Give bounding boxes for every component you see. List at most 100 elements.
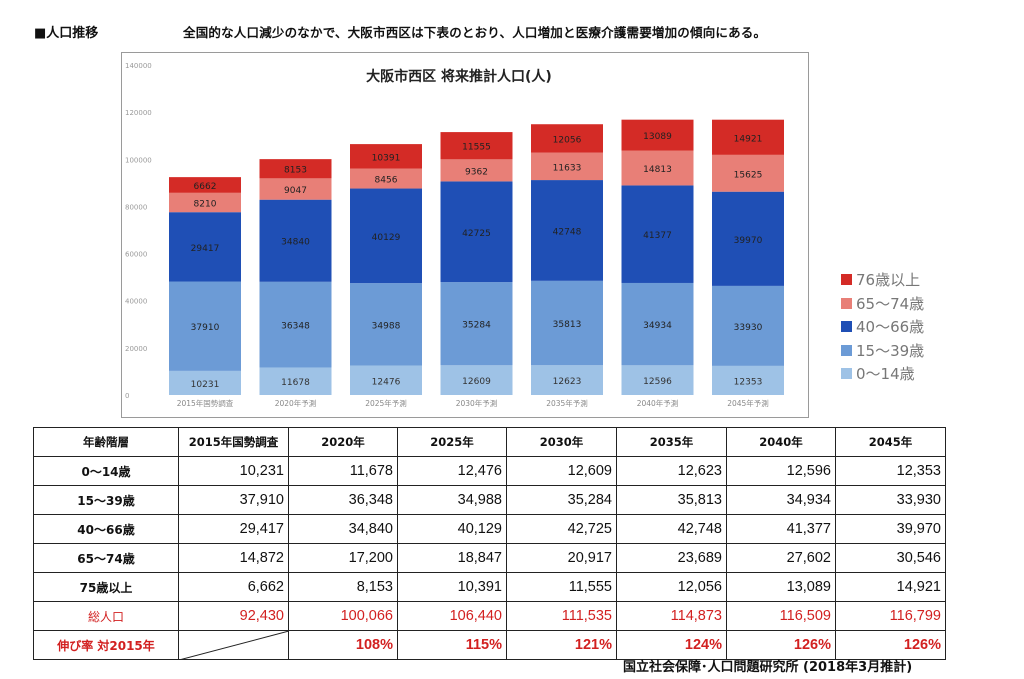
- population-table: 年齢階層 2015年国勢調査 2020年 2025年 2030年 2035年 2040年 20…: [33, 427, 946, 660]
- table-cell: 12,353: [835, 456, 946, 486]
- data-label: 12353: [734, 377, 763, 387]
- data-label: 12476: [372, 377, 401, 387]
- chart-frame: 大阪市西区 将来推計人口(人) 0 20000 40000 60000 80000 1000…: [121, 52, 809, 418]
- table-cell: 124%: [616, 630, 727, 660]
- table-cell: 108%: [288, 630, 398, 660]
- legend-swatch: [841, 297, 852, 309]
- table-cell: 11,678: [288, 456, 398, 486]
- table-cell: 42,748: [616, 514, 727, 544]
- legend-item: 15～39歳: [841, 339, 924, 363]
- data-label: 14813: [643, 165, 672, 175]
- table-cell: 12,623: [616, 456, 727, 486]
- table-cell: 34,988: [397, 485, 507, 515]
- data-label: 12056: [553, 135, 582, 145]
- table-cell: 126%: [726, 630, 836, 660]
- y-tick-label: 80000: [125, 203, 147, 211]
- row-label: 0～14歳: [33, 456, 179, 486]
- bar-segment: [259, 281, 332, 368]
- table-cell: 36,348: [288, 485, 398, 515]
- table-cell: 121%: [506, 630, 617, 660]
- table-cell: 116,509: [726, 601, 836, 631]
- table-cell: 27,602: [726, 543, 836, 573]
- table-cell: 39,970: [835, 514, 946, 544]
- y-tick-label: 20000: [125, 345, 147, 353]
- table-cell: 37,910: [178, 485, 289, 515]
- bar-segment: [531, 124, 603, 153]
- x-tick-label: 2025年予測: [365, 398, 407, 408]
- bar-segment: [621, 150, 694, 186]
- bar-segment: [169, 192, 241, 213]
- legend-label: 15～39歳: [856, 341, 925, 360]
- table-cell: 14,872: [178, 543, 289, 573]
- table-cell: 29,417: [178, 514, 289, 544]
- table-cell: 12,609: [506, 456, 617, 486]
- table-header-row: 年齢階層 2015年国勢調査 2020年 2025年 2030年 2035年 2040年 20…: [33, 427, 946, 457]
- bar-segment: [621, 282, 694, 366]
- bar-segment: [350, 283, 422, 366]
- table-cell: 17,200: [288, 543, 398, 573]
- data-label: 6662: [194, 182, 217, 192]
- diagonal-line: [179, 631, 289, 660]
- bar-segment: [350, 365, 422, 395]
- legend-item: 76歳以上: [841, 268, 924, 292]
- table-row: 15～39歳 37,910 36,348 34,988 35,284 35,813 34,9…: [33, 485, 946, 515]
- table-cell: 126%: [835, 630, 946, 660]
- table-cell: 40,129: [397, 514, 507, 544]
- bar-segment: [531, 365, 603, 395]
- bar-segment: [621, 185, 694, 283]
- data-label: 40129: [372, 233, 401, 243]
- y-tick-label: 140000: [125, 62, 152, 70]
- legend-item: 40～66歳: [841, 315, 924, 339]
- table-header-cell: 2045年: [835, 427, 946, 457]
- data-label: 12623: [553, 377, 582, 387]
- bar-segment: [440, 181, 513, 283]
- table-cell: 42,725: [506, 514, 617, 544]
- table-row: 40～66歳 29,417 34,840 40,129 42,725 42,748 41,3…: [33, 514, 946, 544]
- bar-segment: [621, 365, 694, 395]
- data-label: 34988: [372, 321, 401, 331]
- table-cell: 100,066: [288, 601, 398, 631]
- legend-swatch: [841, 368, 852, 380]
- table-cell: 92,430: [178, 601, 289, 631]
- table-header-cell: 2040年: [726, 427, 836, 457]
- y-tick-label: 60000: [125, 251, 147, 259]
- table-cell: 13,089: [726, 572, 836, 602]
- table-cell: 35,813: [616, 485, 727, 515]
- table-row: 65～74歳 14,872 17,200 18,847 20,917 23,689 27,6…: [33, 543, 946, 573]
- legend-label: 65～74歳: [856, 294, 925, 313]
- data-label: 41377: [643, 231, 672, 241]
- data-label: 12609: [462, 377, 491, 387]
- data-label: 14921: [734, 134, 763, 144]
- data-label: 35813: [553, 320, 582, 330]
- lead-text: 全国的な人口減少のなかで、大阪市西区は下表のとおり、人口増加と医療介護需要増加の…: [183, 25, 767, 40]
- bar-segment: [440, 365, 513, 395]
- table-cell: 111,535: [506, 601, 617, 631]
- bar-segment: [712, 119, 784, 155]
- data-label: 10391: [372, 153, 401, 163]
- data-label: 15625: [734, 170, 763, 180]
- data-label: 11633: [553, 163, 582, 173]
- data-label: 8456: [375, 176, 398, 186]
- table-cell: 11,555: [506, 572, 617, 602]
- data-label: 9362: [465, 167, 488, 177]
- row-label: 伸び率 対2015年: [33, 630, 179, 660]
- bar-segment: [169, 177, 241, 193]
- table-cell: 8,153: [288, 572, 398, 602]
- data-label: 11555: [462, 143, 491, 153]
- data-label: 8210: [194, 200, 217, 210]
- bar-segment: [531, 280, 603, 366]
- source-note: 国立社会保障･人口問題研究所 (2018年3月推計): [623, 660, 913, 675]
- bar-segment: [621, 119, 694, 151]
- bar-segment: [259, 178, 332, 200]
- legend-label: 40～66歳: [856, 318, 925, 337]
- bar-segment: [531, 180, 603, 281]
- data-label: 34840: [281, 238, 310, 248]
- bar-segment: [350, 144, 422, 169]
- bar-segment: [440, 282, 513, 366]
- bar-segment: [440, 159, 513, 182]
- bar-segment: [169, 370, 241, 395]
- bar-segment: [712, 154, 784, 192]
- chart-title: 大阪市西区 将来推計人口(人): [366, 68, 552, 85]
- x-tick-label: 2040年予測: [637, 398, 679, 408]
- row-label: 総人口: [33, 601, 179, 631]
